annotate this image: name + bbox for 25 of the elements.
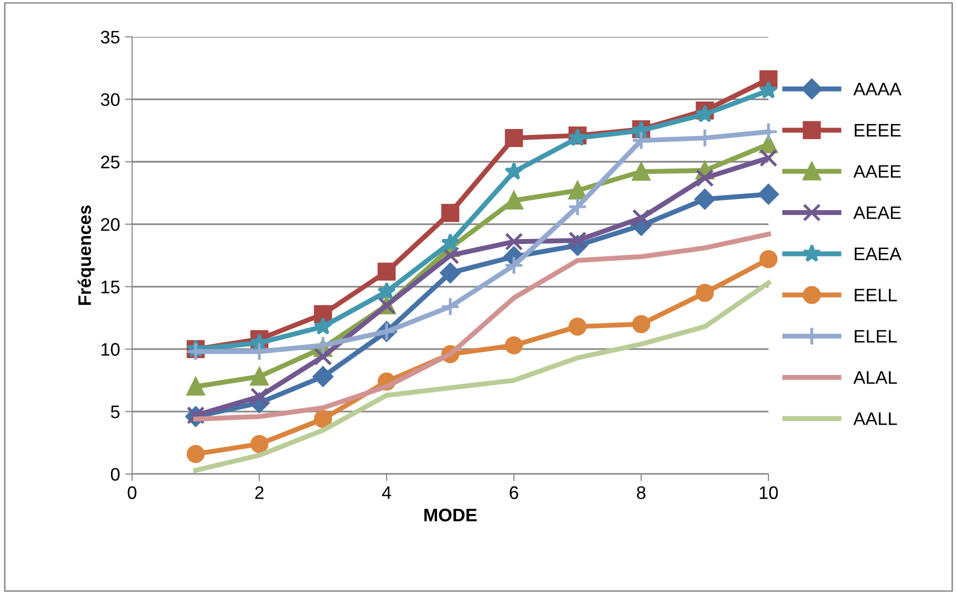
x-tick-label: 0 (128, 486, 136, 500)
y-tick-label: 20 (101, 218, 120, 231)
legend-label: AALL (853, 412, 897, 425)
x-tick-label: 8 (636, 486, 646, 500)
y-tick-label: 5 (110, 406, 120, 418)
legend-label: AEAE (853, 206, 901, 219)
y-axis-title: Fréquences (78, 205, 95, 305)
y-tick-label: 10 (102, 343, 120, 356)
x-tick-label: 4 (382, 486, 392, 499)
legend-label: EEEE (854, 124, 901, 136)
y-tick-label: 0 (110, 468, 120, 481)
y-tick-label: 15 (102, 280, 120, 294)
legend-label: AAAA (853, 82, 902, 96)
x-tick-label: 10 (760, 486, 778, 500)
x-axis-title: MODE (424, 508, 477, 522)
legend-label: ALAL (853, 371, 897, 384)
legend-label: ELEL (854, 330, 897, 342)
legend-label: EAEA (854, 248, 902, 260)
y-tick-label: 25 (101, 156, 120, 168)
x-tick-label: 2 (255, 486, 264, 499)
y-tick-label: 35 (100, 30, 120, 44)
legend-label: EELL (854, 288, 897, 302)
x-tick-label: 6 (510, 486, 518, 500)
y-tick-label: 30 (100, 93, 120, 106)
legend-label: AAEE (853, 165, 901, 178)
